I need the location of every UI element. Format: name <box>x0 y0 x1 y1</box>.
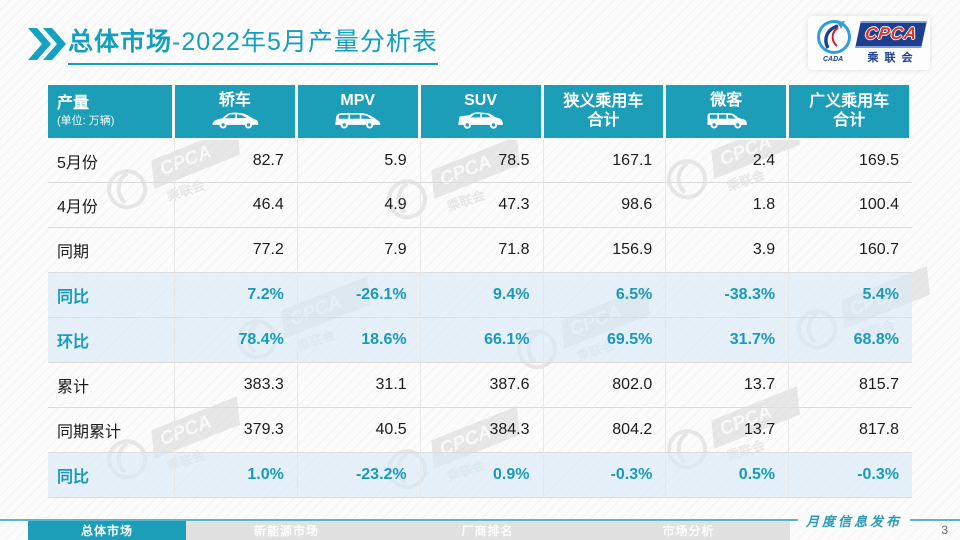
table-cell: 802.0 <box>543 363 667 408</box>
table-cell: 31.1 <box>297 363 421 408</box>
table-cell: -26.1% <box>297 273 421 318</box>
double-chevron-icon <box>28 28 66 65</box>
table-cell: 167.1 <box>543 138 667 183</box>
table-cell: 817.8 <box>789 408 912 453</box>
column-header-2: MPV <box>297 85 421 138</box>
row-label: 同期累计 <box>48 408 175 453</box>
table-corner-header: 产量 (单位: 万辆) <box>48 85 175 138</box>
table-cell: 71.8 <box>420 228 544 273</box>
page-title-section: 总体市场 <box>68 28 173 56</box>
table-cell: 40.5 <box>297 408 421 453</box>
table-cell: 169.5 <box>789 138 912 183</box>
row-label: 累计 <box>48 363 175 408</box>
corner-label: 产量 <box>57 94 90 112</box>
suv-icon <box>455 111 506 131</box>
tab-市场分析[interactable]: 市场分析 <box>662 524 715 538</box>
table-cell: 804.2 <box>543 408 667 453</box>
table-cell: 100.4 <box>789 183 912 228</box>
column-label-line2: 合计 <box>587 111 620 129</box>
row-label: 同期 <box>48 228 175 273</box>
table-cell: 77.2 <box>175 228 298 273</box>
table-cell: 1.0% <box>175 453 298 498</box>
cpca-chinese-name: 乘联会 <box>867 52 919 64</box>
sedan-icon <box>210 111 261 131</box>
corner-unit: (单位: 万辆) <box>57 115 115 128</box>
table-cell: 98.6 <box>543 183 667 228</box>
table-cell: 815.7 <box>789 363 912 408</box>
table-cell: 78.4% <box>175 318 298 363</box>
table-cell: 82.7 <box>175 138 298 183</box>
inactive-tab-strip: 新能源市场 厂商排名 市场分析 <box>186 521 790 540</box>
row-label: 环比 <box>48 318 175 363</box>
table-cell: -0.3% <box>543 453 667 498</box>
cpca-emblem-icon: CADA <box>814 18 854 69</box>
column-header-1: 轿车 <box>175 85 298 138</box>
column-label-line2: 合计 <box>833 111 866 129</box>
table-cell: 13.7 <box>666 363 790 408</box>
section-tabbar: 总体市场 新能源市场 厂商排名 市场分析 <box>28 521 790 540</box>
table-cell: 379.3 <box>175 408 298 453</box>
column-label: 轿车 <box>218 91 251 109</box>
table-cell: 7.9 <box>297 228 421 273</box>
cpca-wordmark-band: CPCA <box>855 21 927 48</box>
column-label: 微客 <box>710 91 743 109</box>
row-label: 5月份 <box>48 138 175 183</box>
slide-header: 总体市场-2022年5月产量分析表 CADA CPCA 乘联会 <box>28 16 932 74</box>
column-label: SUV <box>464 91 498 109</box>
column-header-3: SUV <box>420 85 544 138</box>
production-table: 产量 (单位: 万辆) 轿车 MPV SUV 狭义乘用车 合计 微客 广义乘用车 合计 5月份 8… <box>48 85 912 498</box>
cpca-wordmark: CPCA <box>863 24 919 43</box>
table-cell: 68.8% <box>789 318 912 363</box>
row-label: 4月份 <box>48 183 175 228</box>
row-label: 同比 <box>48 273 175 318</box>
column-label: 狭义乘用车 <box>563 93 644 111</box>
table-cell: 387.6 <box>420 363 544 408</box>
page-number: 3 <box>941 523 948 537</box>
table-cell: 6.5% <box>543 273 667 318</box>
column-label: MPV <box>340 91 376 109</box>
column-label: 广义乘用车 <box>809 93 890 111</box>
tab-总体市场[interactable]: 总体市场 <box>28 521 186 540</box>
column-header-5: 微客 <box>666 85 790 138</box>
table-cell: 1.8 <box>666 183 790 228</box>
cpca-logo: CADA CPCA 乘联会 <box>808 16 930 70</box>
table-cell: 9.4% <box>420 273 544 318</box>
table-cell: 3.9 <box>666 228 790 273</box>
table-cell: 4.9 <box>297 183 421 228</box>
table-cell: 383.3 <box>175 363 298 408</box>
mpv-icon <box>332 111 383 131</box>
table-cell: 18.6% <box>297 318 421 363</box>
column-header-6: 广义乘用车 合计 <box>789 85 912 138</box>
table-cell: 0.5% <box>666 453 790 498</box>
table-cell: 46.4 <box>175 183 298 228</box>
page-title: 总体市场-2022年5月产量分析表 <box>68 22 438 65</box>
table-cell: 156.9 <box>543 228 667 273</box>
table-cell: -0.3% <box>789 453 912 498</box>
tab-厂商排名[interactable]: 厂商排名 <box>461 524 514 538</box>
table-cell: 47.3 <box>420 183 544 228</box>
table-cell: 160.7 <box>789 228 912 273</box>
table-cell: 5.4% <box>789 273 912 318</box>
release-label: 月度信息发布 <box>797 511 910 530</box>
table-cell: 69.5% <box>543 318 667 363</box>
table-cell: 2.4 <box>666 138 790 183</box>
table-cell: 13.7 <box>666 408 790 453</box>
table-cell: 78.5 <box>420 138 544 183</box>
table-cell: 31.7% <box>666 318 790 363</box>
table-cell: -23.2% <box>297 453 421 498</box>
emblem-sub-text: CADA <box>823 56 843 63</box>
footer-divider-line <box>0 519 960 521</box>
column-header-4: 狭义乘用车 合计 <box>543 85 667 138</box>
page-title-rest: -2022年5月产量分析表 <box>172 28 438 56</box>
table-cell: 5.9 <box>297 138 421 183</box>
table-cell: 384.3 <box>420 408 544 453</box>
table-cell: 7.2% <box>175 273 298 318</box>
table-cell: 0.9% <box>420 453 544 498</box>
row-label: 同比 <box>48 453 175 498</box>
microvan-icon <box>701 111 752 131</box>
tab-新能源市场[interactable]: 新能源市场 <box>253 524 319 538</box>
table-cell: 66.1% <box>420 318 544 363</box>
table-cell: -38.3% <box>666 273 790 318</box>
